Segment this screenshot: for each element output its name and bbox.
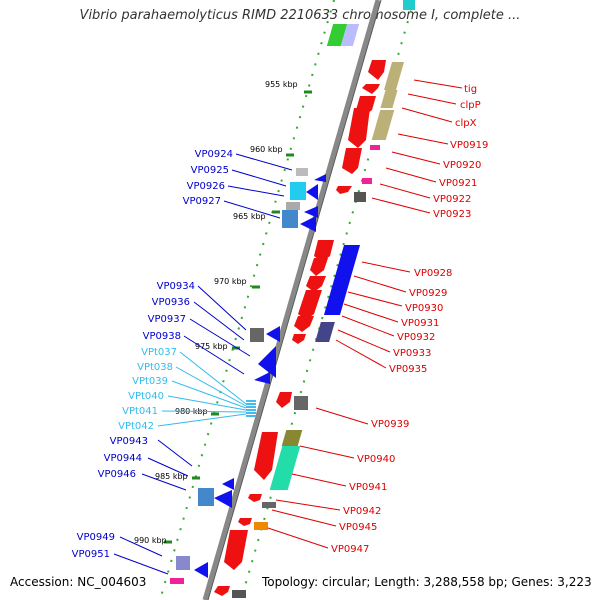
gene-label-left[interactable]: VP0924 [195,149,233,160]
scale-label: 955 kbp [265,80,298,89]
left-gene-labels: VP0924 VP0925 VP0926 VP0927 VP0934 VP093… [72,149,233,560]
chromosome-backbone-shadow [207,0,382,600]
gene-label-left[interactable]: VP0944 [104,453,142,464]
gene-label-left[interactable]: VP0934 [157,281,195,292]
topology-text: Topology: circular; Length: 3,288,558 bp… [262,575,592,589]
gene-label-right[interactable]: VP0921 [439,178,477,189]
gene-label-left[interactable]: VP0946 [98,469,136,480]
gene-label-right[interactable]: VP0931 [401,318,439,329]
gene-label-right[interactable]: tig [464,84,477,95]
trna-connectors [157,351,247,427]
gene-label-right[interactable]: VP0947 [331,544,369,555]
gene-label-right[interactable]: clpP [460,100,481,111]
gene-label-left[interactable]: VP0943 [110,436,148,447]
gene-label-left[interactable]: VP0951 [72,549,110,560]
scale-label: 990 kbp [134,536,167,545]
scale-label: 960 kbp [250,145,283,154]
forward-genes [214,60,405,598]
top-genes [326,0,415,46]
gene-label-right[interactable]: VP0933 [393,348,431,359]
gene-label-left[interactable]: VP0938 [143,331,181,342]
gene-label-right[interactable]: VP0935 [389,364,427,375]
gene-label-left[interactable]: VP0936 [152,297,190,308]
right-connectors [267,79,463,549]
trna-label[interactable]: VPt038 [137,362,173,373]
chromosome-backbone [202,0,381,600]
gene-label-left[interactable]: VP0926 [187,181,225,192]
gene-label-right[interactable]: VP0942 [343,506,381,517]
scale-label: 975 kbp [195,342,228,351]
gene-label-right[interactable]: VP0930 [405,303,443,314]
gene-label-right[interactable]: VP0945 [339,522,377,533]
trna-cluster [246,400,256,417]
scale-ticks [164,90,312,544]
gene-label-right[interactable]: VP0923 [433,209,471,220]
scale-label: 985 kbp [155,472,188,481]
scale-label: 965 kbp [233,212,266,221]
gene-label-right[interactable]: VP0928 [414,268,452,279]
gene-label-left[interactable]: VP0927 [183,196,221,207]
gene-label-right[interactable]: VP0919 [450,140,488,151]
accession-text: Accession: NC_004603 [10,575,147,589]
gene-label-left[interactable]: VP0949 [77,532,115,543]
scale-label: 970 kbp [214,277,247,286]
gene-label-left[interactable]: VP0925 [191,165,229,176]
left-connectors [113,153,293,575]
trna-label[interactable]: VPt037 [141,347,177,358]
gene-label-right[interactable]: VP0940 [357,454,395,465]
trna-label[interactable]: VPt042 [118,421,154,432]
trna-label[interactable]: VPt041 [122,406,158,417]
trna-label[interactable]: VPt039 [132,376,168,387]
right-gene-labels: tig clpP clpX VP0919 VP0920 VP0921 VP092… [331,84,488,555]
gene-label-right[interactable]: VP0941 [349,482,387,493]
gene-label-right[interactable]: VP0929 [409,288,447,299]
trna-label[interactable]: VPt040 [128,391,164,402]
gene-label-right[interactable]: VP0920 [443,160,481,171]
gene-label-right[interactable]: VP0939 [371,419,409,430]
gene-label-right[interactable]: VP0922 [433,194,471,205]
gene-label-right[interactable]: clpX [455,118,477,129]
reverse-genes [170,168,326,584]
gene-label-right[interactable]: VP0932 [397,332,435,343]
gene-label-left[interactable]: VP0937 [148,314,186,325]
